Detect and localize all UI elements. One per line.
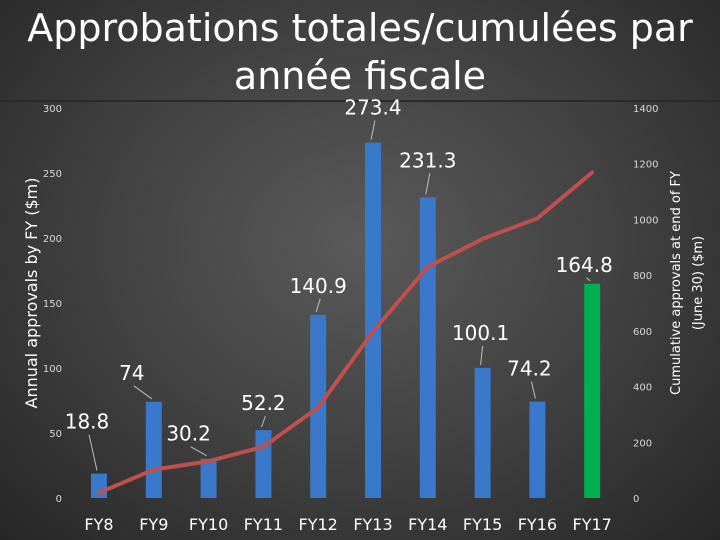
chart-title: Approbations totales/cumulées par année …	[27, 6, 693, 98]
bar-FY15	[474, 367, 491, 498]
y-tick-label-right: 200	[633, 438, 652, 449]
x-tick-label: FY13	[353, 515, 392, 534]
cumulative-point-FY10	[208, 460, 210, 462]
bar-FY13	[365, 142, 381, 498]
cumulative-line	[97, 170, 595, 495]
bar-FY17	[584, 283, 601, 498]
data-label-leader	[585, 277, 591, 282]
bar-FY14	[419, 197, 436, 498]
x-tick-label: FY11	[244, 515, 283, 534]
data-label-FY8: 18.8	[65, 410, 110, 434]
data-label-leader	[530, 381, 536, 399]
bar-FY16	[529, 401, 546, 498]
cumulative-point-FY12	[317, 406, 319, 408]
data-label-leader	[425, 173, 431, 195]
data-label-FY11: 52.2	[241, 391, 286, 415]
cumulative-point-FY9	[153, 469, 155, 471]
y-axis-label-right-line: Cumulative approvals at end of FY	[669, 171, 684, 395]
data-label-FY15: 100.1	[452, 321, 509, 345]
cumulative-point-FY8	[98, 492, 100, 494]
data-label-FY13: 273.4	[344, 96, 401, 120]
data-label-leader	[190, 446, 207, 457]
x-tick-label: FY8	[84, 515, 113, 534]
data-label-FY14: 231.3	[399, 148, 456, 172]
x-tick-label: FY15	[463, 515, 502, 534]
y-tick-label-right: 600	[633, 327, 652, 338]
x-tick-label: FY14	[408, 515, 447, 534]
x-tick-label: FY9	[139, 515, 168, 534]
data-label-leader	[133, 385, 153, 400]
data-label-FY12: 140.9	[290, 274, 347, 298]
cumulative-point-FY13	[372, 330, 374, 332]
bar-FY10	[200, 458, 217, 498]
data-label-FY10: 30.2	[166, 422, 211, 446]
y-tick-label-right: 1200	[633, 160, 658, 171]
data-label-leader	[480, 345, 484, 365]
x-tick-label: FY16	[518, 515, 557, 534]
x-tick-label: FY17	[573, 515, 612, 534]
y-tick-label-left: 300	[43, 104, 62, 115]
x-tick-label: FY10	[189, 515, 228, 534]
cumulative-point-FY15	[482, 238, 484, 240]
title-divider	[0, 100, 720, 102]
y-tick-label-right: 1400	[633, 104, 658, 115]
y-tick-label-left: 200	[43, 234, 62, 245]
y-tick-label-right: 1000	[633, 215, 658, 226]
bar-FY9	[145, 401, 162, 498]
data-label-FY9: 74	[119, 361, 144, 385]
y-axis-label-right-line: (June 30) ($m)	[691, 236, 706, 330]
data-label-FY16: 74.2	[507, 357, 552, 381]
cumulative-point-FY14	[427, 266, 429, 268]
data-label-leader	[88, 434, 98, 471]
y-tick-label-left: 50	[49, 429, 62, 440]
y-tick-label-left: 250	[43, 169, 62, 180]
y-tick-label-right: 800	[633, 271, 652, 282]
cumulative-point-FY11	[262, 446, 264, 448]
data-label-FY17: 164.8	[556, 253, 613, 277]
y-tick-label-left: 150	[43, 299, 62, 310]
data-label-leader	[260, 415, 266, 428]
y-tick-label-right: 0	[633, 494, 639, 505]
data-label-leader	[370, 120, 376, 140]
y-tick-label-right: 400	[633, 383, 652, 394]
cumulative-point-FY17	[591, 171, 593, 173]
y-axis-label-left: Annual approvals by FY ($m)	[22, 178, 41, 409]
cumulative-point-FY16	[536, 217, 538, 219]
y-tick-label-left: 0	[56, 494, 62, 505]
y-tick-label-left: 100	[43, 364, 62, 375]
data-label-leader	[315, 298, 321, 312]
x-tick-label: FY12	[299, 515, 338, 534]
